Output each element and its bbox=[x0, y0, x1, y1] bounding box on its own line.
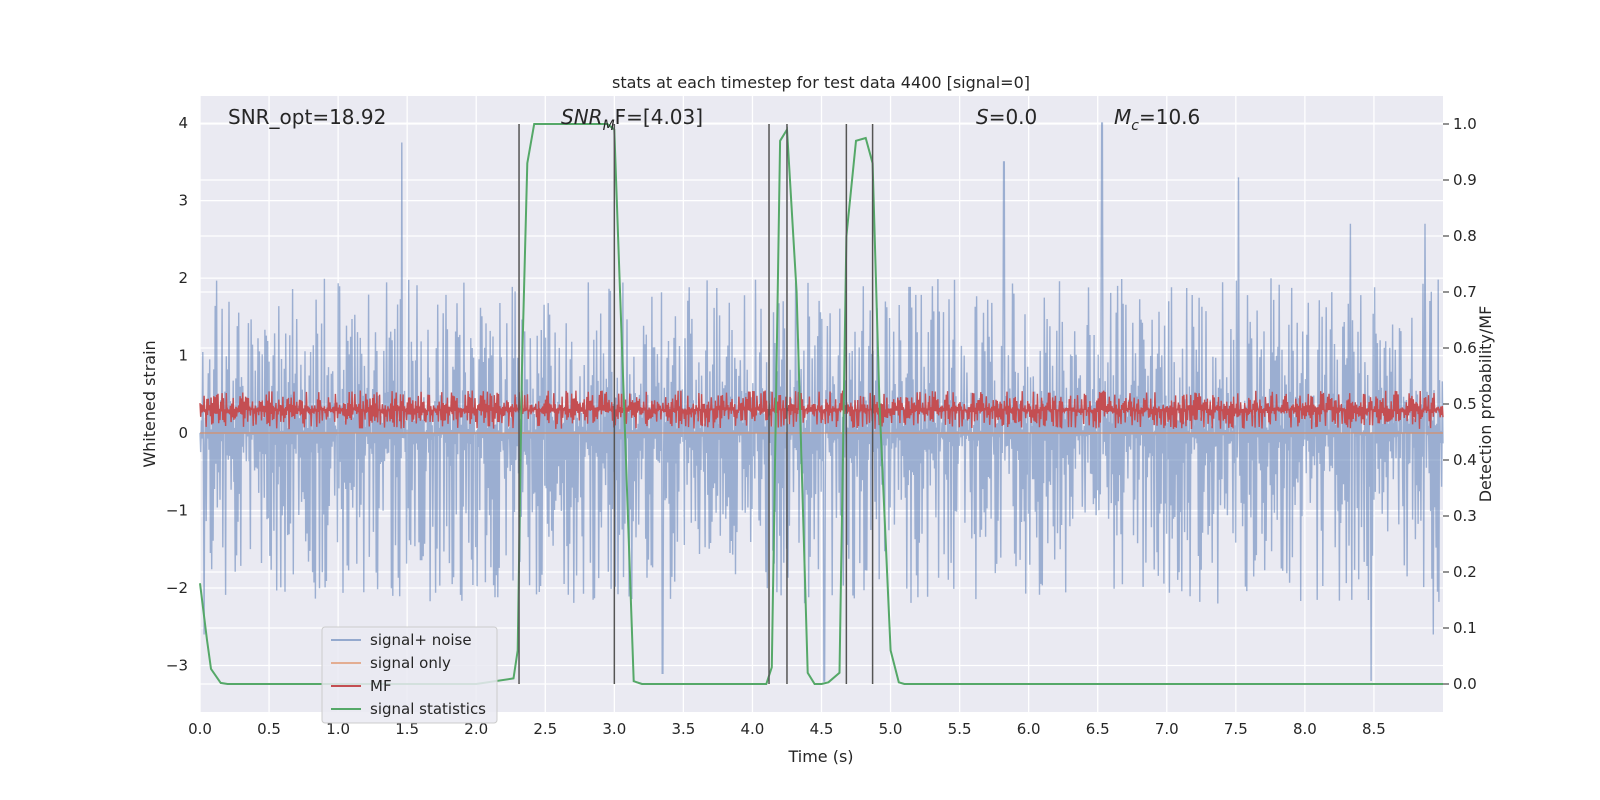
y-right-tick-label-8: 0.8 bbox=[1453, 227, 1477, 245]
annotation-snr-mf-rest: F=[4.03] bbox=[615, 105, 703, 129]
x-tick-label-17: 8.5 bbox=[1362, 720, 1386, 738]
annotation-mc-main: M bbox=[1114, 105, 1131, 129]
y-left-tick-label-7: 4 bbox=[178, 114, 188, 132]
y-right-tick-label-6: 0.6 bbox=[1453, 339, 1477, 357]
x-tick-label-12: 6.0 bbox=[1017, 720, 1041, 738]
y-axis-right-label: Detection probability/MF bbox=[1476, 306, 1495, 503]
y-right-tick-label-4: 0.4 bbox=[1453, 451, 1477, 469]
series-2-line bbox=[199, 390, 1444, 430]
y-left-tick-label-2: −1 bbox=[166, 502, 188, 520]
x-tick-label-11: 5.5 bbox=[948, 720, 972, 738]
annotation-mc-rest: =10.6 bbox=[1139, 105, 1200, 129]
y-axis-left-ticks: −3 −2 −1 0 1 2 3 4 bbox=[166, 114, 188, 674]
y-left-tick-label-0: −3 bbox=[166, 657, 188, 675]
y-axis-right-ticks: 0.0 0.1 0.2 0.3 0.4 0.5 0.6 0.7 0.8 0.9 1.0 bbox=[1443, 115, 1477, 693]
y-right-tick-label-3: 0.3 bbox=[1453, 507, 1477, 525]
y-left-tick-label-4: 1 bbox=[178, 347, 188, 365]
y-right-tick-label-0: 0.0 bbox=[1453, 675, 1477, 693]
annotation-snr-mf: SNRMF=[4.03] bbox=[561, 105, 703, 134]
x-axis-ticks: 0.0 0.5 1.0 1.5 2.0 2.5 3.0 3.5 4.0 4.5 5.0 5.5 6.0 6… bbox=[188, 720, 1386, 738]
legend-box bbox=[321, 626, 498, 724]
x-tick-label-9: 4.5 bbox=[810, 720, 834, 738]
annotation-s: S=0.0 bbox=[976, 105, 1037, 129]
x-tick-label-6: 3.0 bbox=[602, 720, 626, 738]
annotation-s-main: S bbox=[976, 105, 989, 129]
x-tick-label-3: 1.5 bbox=[395, 720, 419, 738]
x-tick-label-0: 0.0 bbox=[188, 720, 212, 738]
legend-label-signal-noise: signal+ noise bbox=[370, 631, 472, 649]
x-tick-label-5: 2.5 bbox=[533, 720, 557, 738]
annotation-snr-mf-sub: M bbox=[603, 118, 615, 134]
x-tick-label-13: 6.5 bbox=[1086, 720, 1110, 738]
annotation-mc-sub: c bbox=[1131, 118, 1139, 134]
legend-label-signal-only: signal only bbox=[370, 654, 451, 672]
annotation-snr-mf-main: SNR bbox=[561, 105, 603, 129]
x-tick-label-10: 5.0 bbox=[879, 720, 903, 738]
x-tick-label-15: 7.5 bbox=[1224, 720, 1248, 738]
y-right-tick-label-5: 0.5 bbox=[1453, 395, 1477, 413]
y-left-tick-label-5: 2 bbox=[178, 269, 188, 287]
y-axis-left-label: Whitened strain bbox=[140, 340, 159, 467]
y-right-tick-label-10: 1.0 bbox=[1453, 115, 1477, 133]
y-left-tick-label-1: −2 bbox=[166, 579, 188, 597]
x-tick-label-2: 1.0 bbox=[326, 720, 350, 738]
x-axis-label: Time (s) bbox=[787, 747, 853, 766]
y-right-tick-label-7: 0.7 bbox=[1453, 283, 1477, 301]
legend-label-signal-statistics: signal statistics bbox=[370, 700, 486, 718]
x-tick-label-1: 0.5 bbox=[257, 720, 281, 738]
annotation-snr-opt: SNR_opt=18.92 bbox=[228, 105, 386, 129]
x-tick-label-16: 8.0 bbox=[1293, 720, 1317, 738]
annotation-mc: Mc=10.6 bbox=[1114, 105, 1200, 134]
annotation-s-rest: =0.0 bbox=[989, 105, 1038, 129]
y-left-tick-label-6: 3 bbox=[178, 192, 188, 210]
x-tick-label-4: 2.0 bbox=[464, 720, 488, 738]
y-right-tick-label-9: 0.9 bbox=[1453, 171, 1477, 189]
x-tick-label-14: 7.0 bbox=[1155, 720, 1179, 738]
x-tick-label-7: 3.5 bbox=[671, 720, 695, 738]
chart-title: stats at each timestep for test data 440… bbox=[612, 73, 1030, 92]
vertical-lines bbox=[518, 124, 874, 684]
legend-label-mf: MF bbox=[370, 677, 392, 695]
y-right-tick-label-2: 0.2 bbox=[1453, 563, 1477, 581]
y-left-tick-label-3: 0 bbox=[178, 424, 188, 442]
y-right-tick-label-1: 0.1 bbox=[1453, 619, 1477, 637]
x-tick-label-8: 4.0 bbox=[741, 720, 765, 738]
legend: signal+ noise signal only MF signal stat… bbox=[321, 626, 498, 724]
